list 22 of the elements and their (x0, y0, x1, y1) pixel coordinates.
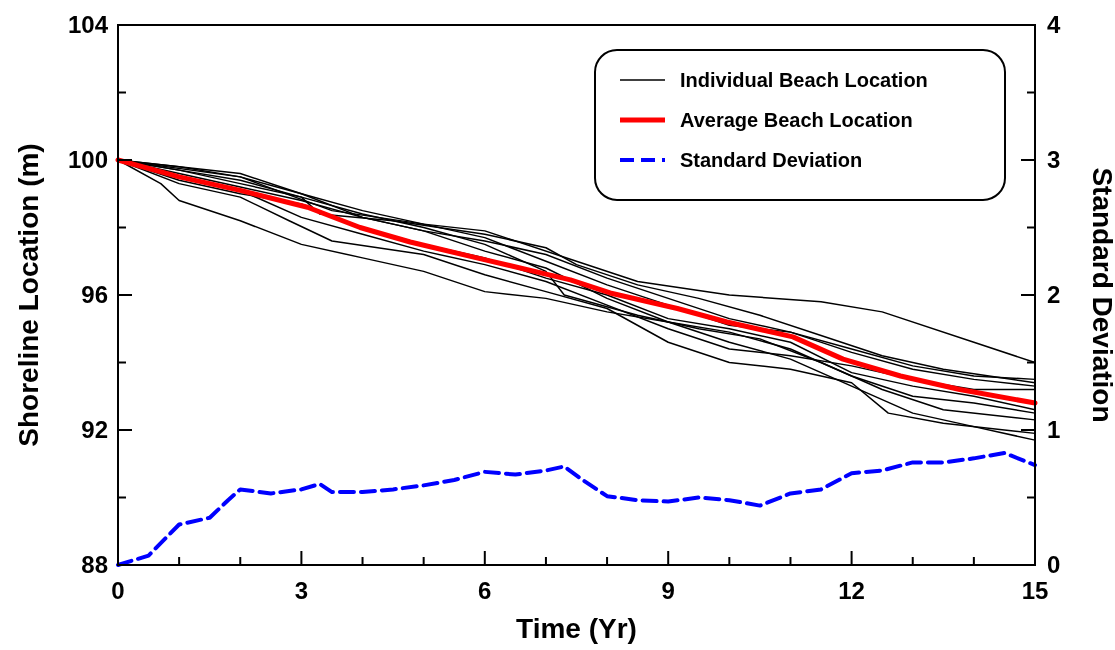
x-tick-label: 0 (111, 577, 125, 604)
x-tick-label: 3 (294, 577, 309, 604)
legend-label: Individual Beach Location (680, 69, 928, 91)
y2-tick-label: 2 (1047, 281, 1061, 308)
y2-tick-label: 1 (1047, 416, 1061, 443)
x-tick-label: 12 (838, 577, 865, 604)
y-tick-label: 92 (81, 416, 108, 443)
x-axis-title: Time (Yr) (516, 613, 637, 644)
x-tick-label: 6 (478, 577, 492, 604)
y-tick-label: 104 (67, 11, 109, 38)
legend-label: Average Beach Location (680, 109, 913, 131)
y2-tick-label: 0 (1047, 551, 1061, 578)
y2-axis-title: Standard Deviation (1087, 167, 1115, 423)
y-axis-title: Shoreline Location (m) (13, 143, 44, 447)
x-tick-label: 9 (661, 577, 675, 604)
x-tick-label: 15 (1021, 577, 1049, 604)
y-tick-label: 100 (67, 146, 108, 173)
y-tick-label: 88 (81, 551, 108, 578)
y2-tick-label: 3 (1047, 146, 1061, 173)
y2-tick-label: 4 (1047, 11, 1061, 38)
y-tick-label: 96 (81, 281, 108, 308)
legend-label: Standard Deviation (680, 149, 863, 171)
